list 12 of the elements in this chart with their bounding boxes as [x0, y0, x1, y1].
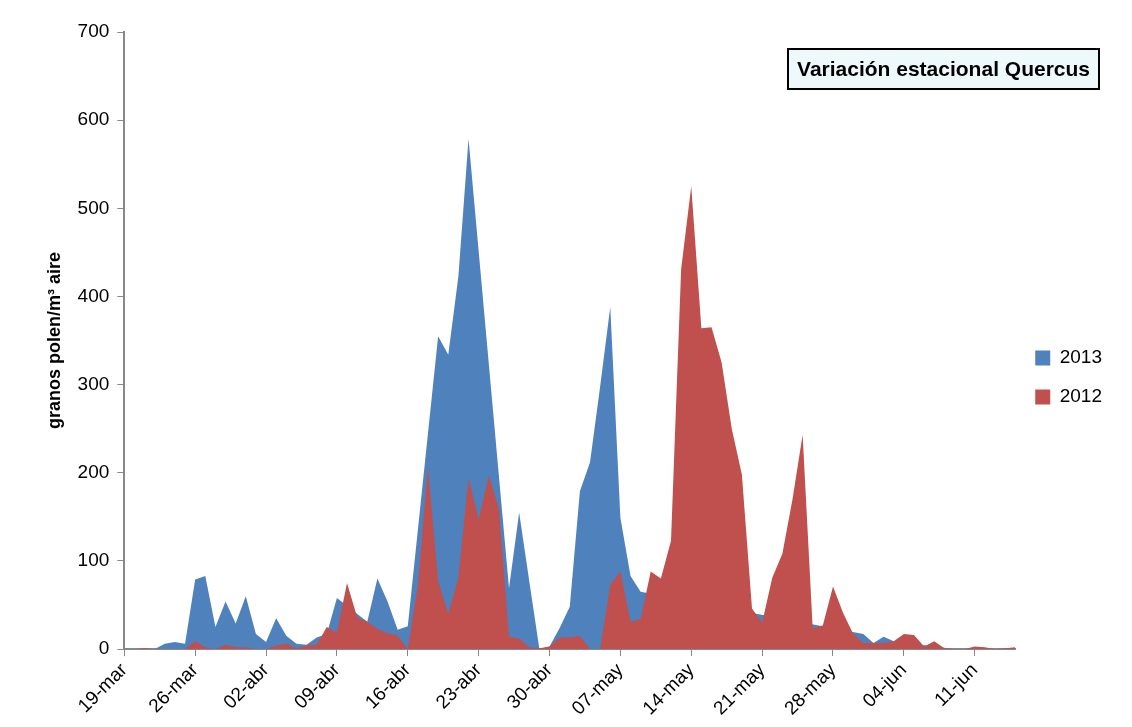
text: Variación estacional Quercus: [787, 48, 1100, 90]
y-tick-label: 500: [77, 196, 110, 218]
legend-label: 2013: [1059, 346, 1103, 368]
legend-label: 2012: [1059, 385, 1103, 407]
y-tick-label: 700: [77, 20, 110, 42]
y-tick-label: 600: [77, 108, 110, 130]
y-tick-label: 400: [77, 284, 110, 306]
y-tick-label: 200: [77, 461, 110, 483]
y-tick-label: 0: [98, 637, 110, 659]
y-axis-title: granos polen/m³ aire: [43, 252, 64, 430]
y-tick-label: 100: [77, 549, 110, 571]
y-tick-label: 300: [77, 372, 110, 394]
